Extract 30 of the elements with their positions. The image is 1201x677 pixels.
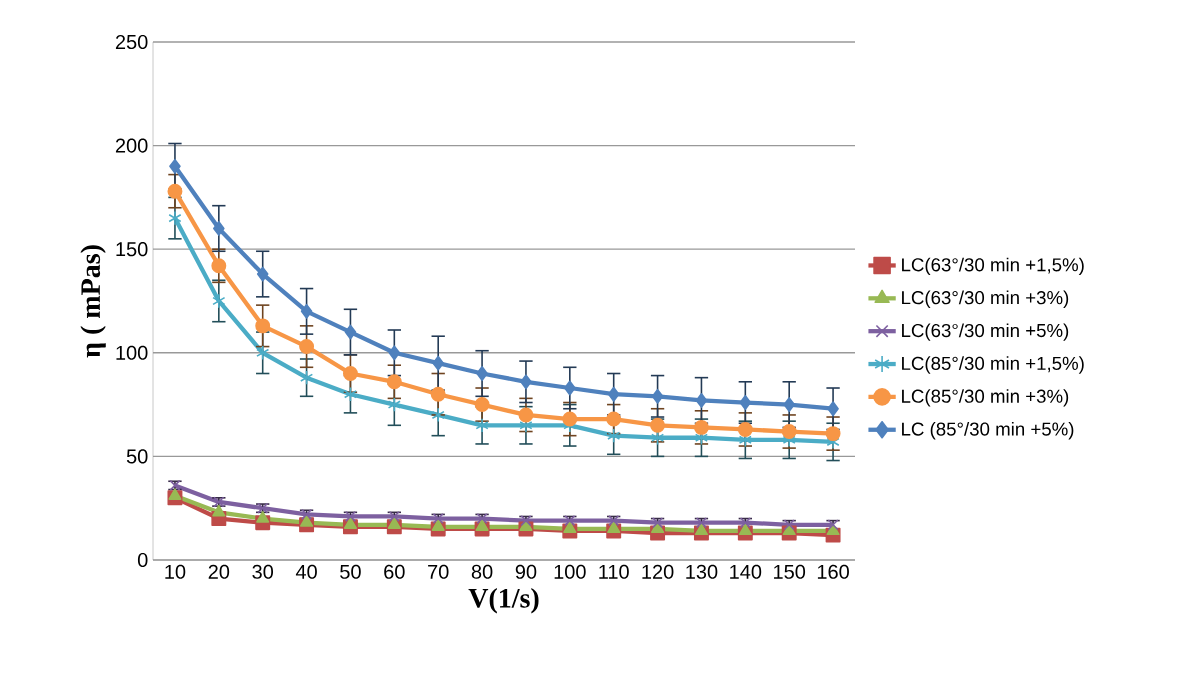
legend-label: LC(63°/30 min +1,5%)	[902, 257, 1084, 276]
x-tick-label: 160	[817, 564, 849, 579]
legend-label: LC(85°/30 min +1,5%)	[902, 356, 1084, 374]
x-tick-label: 10	[165, 564, 186, 579]
y-tick-label: 50	[126, 449, 148, 464]
legend-label: LC(63°/30 min +5%)	[902, 323, 1069, 341]
x-tick-label: 110	[599, 564, 629, 579]
x-tick-label: 80	[471, 564, 493, 579]
x-tick-label: 120	[642, 564, 674, 579]
legend-label: LC (85°/30 min +5%)	[902, 421, 1074, 440]
x-tick-label: 150	[774, 564, 806, 579]
x-tick-label: 50	[340, 564, 361, 579]
x-tick-label: 60	[384, 564, 405, 579]
x-axis-title: V(1/s)	[468, 588, 539, 614]
y-tick-label: 150	[116, 242, 148, 257]
legend-label: LC(63°/30 min +3%)	[902, 290, 1069, 308]
y-tick-label: 100	[116, 345, 148, 360]
x-tick-label: 90	[515, 564, 537, 579]
x-tick-label: 70	[428, 564, 449, 579]
x-tick-label: 40	[295, 564, 317, 579]
x-tick-label: 30	[252, 564, 274, 579]
y-axis-title: η ( mPas)	[80, 245, 106, 358]
legend-label: LC(85°/30 min +3%)	[902, 389, 1069, 407]
y-tick-label: 0	[137, 552, 148, 568]
y-tick-label: 250	[115, 34, 148, 50]
x-tick-label: 140	[730, 564, 762, 579]
x-tick-label: 20	[208, 564, 230, 579]
x-tick-label: 100	[554, 564, 586, 579]
y-tick-label: 200	[115, 138, 148, 153]
x-tick-label: 130	[686, 564, 718, 579]
